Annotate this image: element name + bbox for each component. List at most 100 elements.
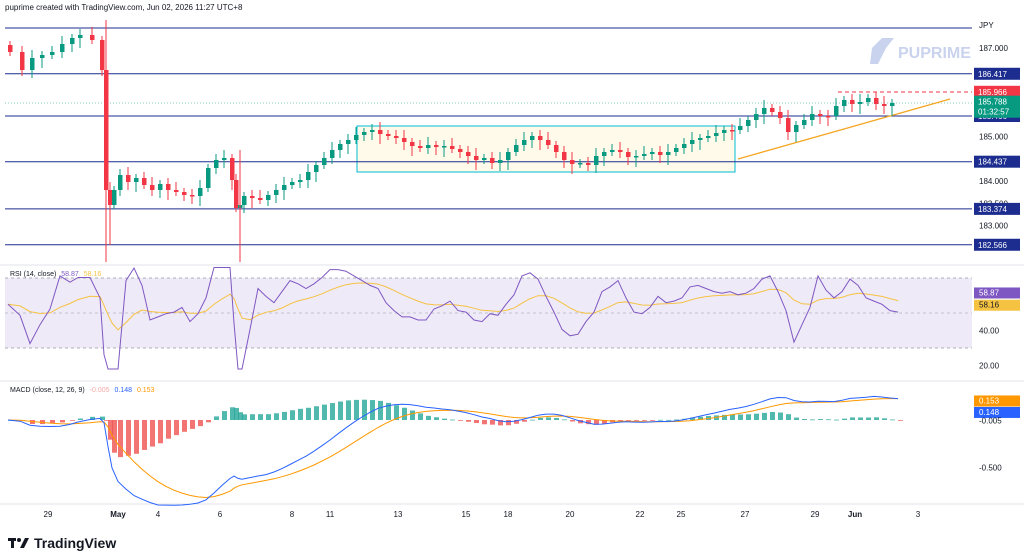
candle-body [858, 102, 863, 104]
macd-hist-bar [50, 420, 55, 424]
candle-body [330, 150, 335, 158]
macd-hist-bar [810, 419, 815, 421]
candle-body [818, 114, 823, 116]
candle-body [198, 188, 203, 196]
price-tick: 187.000 [979, 44, 1008, 53]
time-label: 6 [218, 510, 223, 519]
candle-body [100, 40, 105, 70]
macd-hist-bar [826, 419, 831, 421]
candle-body [610, 150, 615, 152]
candle-body [514, 145, 519, 152]
macd-hist-bar [306, 407, 311, 420]
macd-hist-bar [410, 410, 415, 420]
macd-hist-bar [362, 399, 367, 420]
macd-hist-bar [850, 417, 855, 420]
macd-line [7, 395, 899, 506]
price-tick: 185.000 [979, 133, 1008, 142]
macd-hist-bar [134, 420, 139, 454]
macd-hist-bar [754, 413, 759, 420]
candle-body [754, 114, 759, 120]
candle-body [658, 152, 663, 155]
candle-body [78, 35, 83, 38]
candle-body [242, 196, 247, 205]
time-label: 4 [156, 510, 161, 519]
macd-pane[interactable]: MACD (close, 12, 26, 9) -0.005 0.148 0.1… [7, 387, 1020, 506]
macd-hist-bar [266, 414, 271, 420]
macd-hist-bar [230, 407, 235, 420]
rsi-title: RSI (14, close) [10, 271, 56, 278]
candle-body [634, 156, 639, 158]
candle-body [190, 195, 195, 197]
macd-hist-bar [354, 399, 359, 420]
macd-hist-bar [794, 417, 799, 420]
candle-body [450, 146, 455, 149]
candle-body [174, 190, 179, 192]
candle-body [314, 165, 319, 172]
macd-hist-bar [190, 420, 195, 429]
macd-hist-bar [538, 417, 543, 420]
candle-body [650, 152, 655, 154]
macd-hist-bar [698, 416, 703, 420]
macd-hist-bar [570, 420, 575, 422]
time-axis[interactable]: 29 May 4 6 8 11 13 15 18 20 22 25 27 29 Jun 3 [44, 510, 921, 519]
rsi-ma-value: 58.16 [84, 271, 102, 278]
macd-hist-bar [522, 420, 527, 422]
candle-body [562, 152, 567, 160]
macd-hist-bar [60, 420, 65, 423]
candle-body [166, 184, 171, 190]
time-label: 29 [811, 510, 820, 519]
price-axis[interactable]: 187.000186.000185.000184.000183.000183.5… [974, 44, 1020, 251]
candle-body [786, 118, 791, 132]
candle-body [762, 108, 767, 114]
macd-hist-bar [514, 420, 519, 424]
candle-body [410, 142, 415, 146]
candle-body [298, 180, 303, 182]
macd-hist-bar [562, 419, 567, 421]
macd-hist-bar [634, 420, 639, 421]
macd-hist-bar [882, 418, 887, 420]
macd-axis: -0.500 0.153 0.148-0.005 [974, 395, 1020, 473]
candle-body [258, 198, 263, 200]
candle-body [126, 175, 131, 182]
candle-body [112, 190, 117, 205]
candle-body [474, 156, 479, 160]
candle-body [266, 195, 271, 200]
candle-body [842, 100, 847, 106]
candle-body [370, 130, 375, 132]
time-label: Jun [848, 510, 862, 519]
macd-hist-bar [834, 419, 839, 421]
candle-body [802, 120, 807, 125]
candle-body [482, 158, 487, 160]
candle-body [158, 184, 163, 190]
macd-hist-bar [858, 417, 863, 420]
candle-body [810, 114, 815, 120]
time-label: 25 [677, 510, 686, 519]
candle-body [434, 145, 439, 147]
candle-body [230, 158, 235, 180]
macd-line-label-bg [974, 406, 1020, 418]
candle-body [578, 163, 583, 165]
candle-body [426, 145, 431, 148]
macd-hist-bar [554, 417, 559, 420]
candle-body [674, 148, 679, 152]
macd-hist-bar [642, 420, 647, 421]
macd-hist-bar [386, 402, 391, 420]
macd-hist-bar [466, 420, 471, 422]
time-label: 22 [636, 510, 645, 519]
candle-body [714, 133, 719, 136]
macd-hist-bar [690, 417, 695, 420]
resistance-label: 185.966 [978, 88, 1007, 97]
candle-body [738, 126, 743, 130]
rsi-pane[interactable]: RSI (14, close) 58.87 58.16 60.0040.0020… [5, 266, 1020, 371]
macd-hist-bar [418, 413, 423, 420]
watermark: PUPRIME [870, 38, 971, 64]
candle-body [722, 130, 727, 133]
macd-tick: -0.500 [979, 464, 1002, 473]
candle-body [626, 152, 631, 157]
macd-hist-bar [242, 414, 247, 420]
candle-body [274, 190, 279, 195]
macd-hist-bar [506, 420, 511, 426]
macd-hist-bar [890, 419, 895, 421]
macd-hist-bar [786, 414, 791, 420]
